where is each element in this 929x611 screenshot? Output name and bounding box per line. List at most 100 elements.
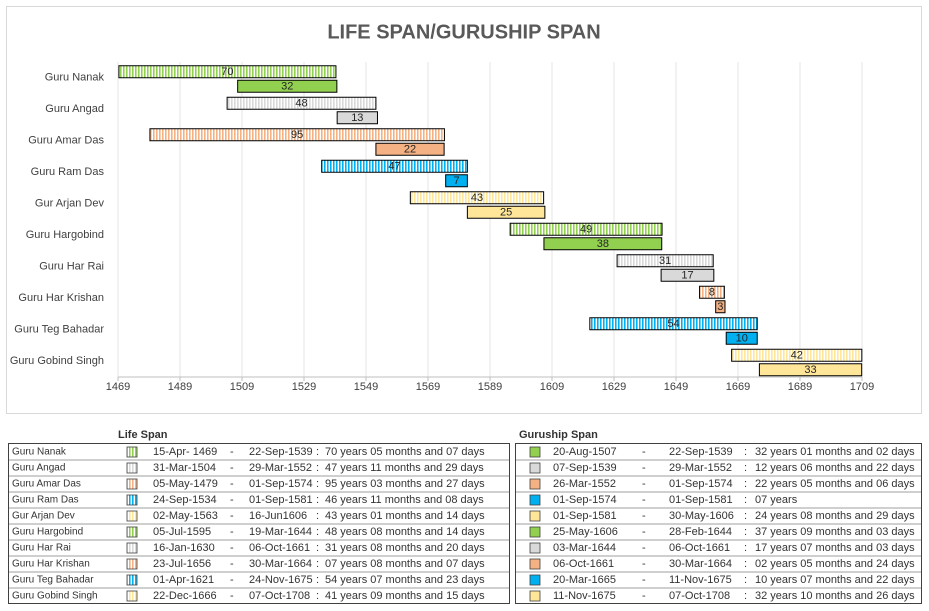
separator: - — [642, 590, 646, 602]
bar — [589, 317, 758, 331]
color-swatch — [126, 574, 138, 586]
end-date: 30-Mar-1664 — [669, 558, 732, 570]
duration: 22 years 05 months and 06 days — [755, 478, 915, 490]
bar — [375, 142, 445, 156]
bar — [660, 268, 715, 282]
x-tick-label: 1589 — [478, 381, 502, 393]
duration: 37 years 09 months and 03 days — [755, 526, 915, 538]
duration: 24 years 08 months and 29 days — [755, 510, 915, 522]
start-date: 31-Mar-1504 — [153, 462, 216, 474]
color-swatch — [529, 462, 541, 474]
start-date: 20-Aug-1507 — [553, 446, 617, 458]
separator: : — [316, 494, 319, 506]
separator: - — [642, 558, 646, 570]
end-date: 22-Sep-1539 — [249, 446, 313, 458]
separator: - — [642, 574, 646, 586]
data-label: 31 — [659, 255, 671, 267]
data-label: 47 — [388, 161, 400, 173]
start-date: 24-Sep-1534 — [153, 494, 217, 506]
duration: 17 years 07 months and 03 days — [755, 542, 915, 554]
color-swatch — [126, 446, 138, 458]
row-name: Guru Ram Das — [12, 495, 79, 506]
start-date: 26-Mar-1552 — [553, 478, 616, 490]
start-date: 20-Mar-1665 — [553, 574, 616, 586]
color-swatch — [529, 494, 541, 506]
separator: : — [316, 542, 319, 554]
data-label: 54 — [667, 318, 679, 330]
duration: 47 years 11 months and 29 days — [325, 462, 484, 474]
data-label: 17 — [681, 270, 693, 282]
separator: - — [230, 446, 234, 458]
start-date: 02-May-1563 — [153, 510, 218, 522]
separator: : — [316, 510, 319, 522]
separator: : — [744, 510, 747, 522]
color-swatch — [126, 478, 138, 490]
duration: 46 years 11 months and 08 days — [325, 494, 484, 506]
end-date: 06-Oct-1661 — [249, 542, 310, 554]
end-date: 19-Mar-1644 — [249, 526, 312, 538]
start-date: 01-Sep-1574 — [553, 494, 617, 506]
color-swatch — [529, 542, 541, 554]
x-tick-label: 1529 — [292, 381, 316, 393]
row-name: Guru Har Krishan — [12, 559, 90, 570]
start-date: 01-Apr-1621 — [153, 574, 214, 586]
duration: 41 years 09 months and 15 days — [325, 590, 485, 602]
row-name: Guru Gobind Singh — [12, 591, 98, 602]
end-date: 22-Sep-1539 — [669, 446, 733, 458]
end-date: 07-Oct-1708 — [249, 590, 310, 602]
x-tick-label: 1649 — [664, 381, 688, 393]
separator: - — [230, 558, 234, 570]
x-tick-label: 1489 — [168, 381, 192, 393]
data-label: 8 — [709, 287, 715, 299]
x-tick-label: 1669 — [726, 381, 750, 393]
separator: - — [642, 446, 646, 458]
row-name: Guru Nanak — [12, 447, 67, 458]
separator: : — [744, 446, 747, 458]
bar — [466, 205, 546, 219]
x-tick-label: 1549 — [354, 381, 378, 393]
color-swatch — [529, 590, 541, 602]
data-label: 3 — [717, 301, 723, 313]
start-date: 11-Nov-1675 — [553, 590, 616, 602]
separator: - — [230, 574, 234, 586]
separator: - — [642, 478, 646, 490]
bar — [543, 237, 663, 251]
color-swatch — [529, 478, 541, 490]
color-swatch — [529, 446, 541, 458]
separator: - — [642, 542, 646, 554]
duration: 32 years 10 months and 26 days — [755, 590, 915, 602]
duration: 95 years 03 months and 27 days — [325, 478, 485, 490]
y-tick-label: Guru Angad — [45, 103, 104, 115]
table-heading: Life Span — [118, 429, 168, 441]
table-border — [8, 443, 510, 604]
data-label: 42 — [791, 350, 803, 362]
data-label: 25 — [500, 207, 512, 219]
separator: : — [744, 526, 747, 538]
color-swatch — [126, 542, 138, 554]
separator: : — [316, 526, 319, 538]
y-tick-label: Gur Arjan Dev — [35, 198, 105, 210]
end-date: 30-Mar-1664 — [249, 558, 312, 570]
x-tick-label: 1569 — [416, 381, 440, 393]
bar — [731, 348, 863, 362]
data-label: 49 — [580, 224, 592, 236]
end-date: 01-Sep-1574 — [249, 478, 313, 490]
duration: 48 years 08 months and 14 days — [325, 526, 485, 538]
separator: - — [230, 590, 234, 602]
bar — [725, 331, 758, 345]
y-tick-label: Guru Teg Bahadar — [14, 324, 104, 336]
separator: : — [744, 462, 747, 474]
x-tick-label: 1709 — [850, 381, 874, 393]
duration: 54 years 07 months and 23 days — [325, 574, 485, 586]
separator: : — [316, 446, 319, 458]
separator: - — [230, 526, 234, 538]
separator: : — [744, 590, 747, 602]
color-swatch — [529, 558, 541, 570]
duration: 02 years 05 months and 24 days — [755, 558, 915, 570]
duration: 10 years 07 months and 22 days — [755, 574, 915, 586]
data-label: 70 — [221, 66, 233, 78]
y-tick-label: Guru Ram Das — [31, 166, 105, 178]
end-date: 16-Jun1606 — [249, 510, 307, 522]
duration: 12 years 06 months and 22 days — [755, 462, 915, 474]
separator: : — [744, 542, 747, 554]
